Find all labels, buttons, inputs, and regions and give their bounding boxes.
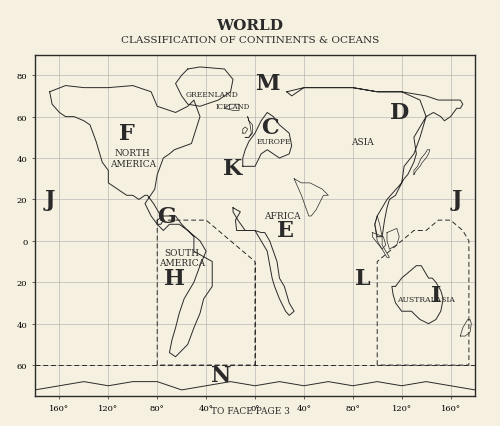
Text: G: G: [158, 205, 176, 227]
Text: TO FACE PAGE 3: TO FACE PAGE 3: [210, 406, 290, 415]
Text: GREENLAND: GREENLAND: [186, 91, 238, 98]
Text: ASIA: ASIA: [351, 138, 374, 147]
Text: D: D: [390, 102, 409, 124]
Text: ICELAND: ICELAND: [216, 103, 250, 111]
Text: K: K: [224, 158, 242, 180]
Text: NORTH
AMERICA: NORTH AMERICA: [110, 149, 156, 168]
Text: I: I: [430, 284, 441, 306]
Text: C: C: [261, 117, 278, 138]
Text: EUROPE: EUROPE: [256, 138, 290, 146]
Text: M: M: [255, 73, 280, 95]
Text: H: H: [164, 268, 185, 289]
Text: SOUTH
AMERICA: SOUTH AMERICA: [158, 248, 204, 268]
Text: WORLD: WORLD: [216, 19, 284, 33]
Text: J: J: [452, 189, 462, 211]
Text: J: J: [44, 189, 55, 211]
Text: N: N: [210, 365, 231, 386]
Text: AFRICA: AFRICA: [264, 212, 300, 221]
Text: E: E: [277, 220, 294, 242]
Text: L: L: [354, 268, 370, 289]
Text: CLASSIFICATION OF CONTINENTS & OCEANS: CLASSIFICATION OF CONTINENTS & OCEANS: [121, 36, 379, 45]
Text: F: F: [119, 123, 134, 145]
Text: AUSTRALASIA: AUSTRALASIA: [397, 295, 455, 303]
